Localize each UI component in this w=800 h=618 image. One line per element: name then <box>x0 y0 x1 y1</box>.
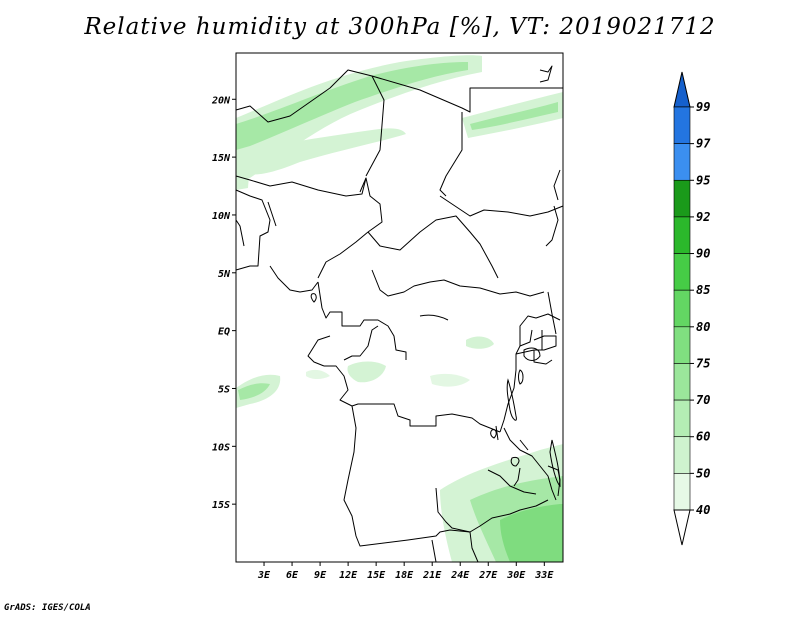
colorbar-bottom-triangle <box>673 509 691 546</box>
colorbar-swatch <box>673 143 691 181</box>
lake-kivu <box>518 369 524 385</box>
lon-tick-label: 30E <box>506 570 526 581</box>
colorbar-label: 50 <box>696 466 710 480</box>
lon-tick-label: 9E <box>314 570 327 581</box>
humidity-region-congo-3 <box>430 373 470 387</box>
colorbar-swatch <box>673 253 691 291</box>
colorbar-label: 95 <box>696 173 710 187</box>
humidity-region-north-core <box>236 62 468 150</box>
lat-tick-label: 10S <box>212 442 230 453</box>
lat-tick-label: 5S <box>218 384 230 395</box>
colorbar-label: 75 <box>696 356 710 370</box>
colorbar-label: 85 <box>696 283 710 297</box>
lat-tick-label: 15N <box>212 153 231 164</box>
colorbar-swatch <box>673 106 691 144</box>
lon-tick-label: 33E <box>534 570 554 581</box>
lat-tick-label: EQ <box>218 327 230 338</box>
colorbar-swatch <box>673 363 691 401</box>
colorbar-swatch <box>673 216 691 254</box>
humidity-region-west-coast-core <box>238 383 270 400</box>
lat-tick-label: 10N <box>212 211 231 222</box>
humidity-region-congo-4 <box>306 369 330 379</box>
lon-tick-label: 15E <box>367 570 386 581</box>
colorbar-label: 92 <box>696 210 710 224</box>
lake-victoria <box>523 347 541 361</box>
country-borders <box>235 65 564 563</box>
humidity-region-north-band <box>236 55 482 182</box>
colorbar-swatch <box>673 473 691 511</box>
colorbar-label: 99 <box>696 100 710 114</box>
lake-kariba <box>510 457 520 467</box>
lakes <box>310 293 561 488</box>
colorbar-label: 40 <box>696 503 710 517</box>
lat-tick-label: 20N <box>211 95 231 106</box>
lat-tick-label: 15S <box>212 500 230 511</box>
latitude-axis: 20N 15N 10N 5N EQ 5S 10S 15S <box>211 95 236 511</box>
colorbar-top-triangle <box>673 71 691 108</box>
lake-mweru <box>490 429 497 439</box>
lake-malawi <box>549 439 561 488</box>
humidity-region-ne-core <box>470 102 558 130</box>
colorbar-swatch <box>673 179 691 218</box>
colorbar-label: 60 <box>696 430 710 444</box>
colorbar-label: 90 <box>696 247 710 261</box>
colorbar-label: 70 <box>696 393 710 407</box>
colorbar-swatch <box>673 326 691 364</box>
colorbar-label: 97 <box>696 137 711 151</box>
humidity-region-congo-2 <box>466 336 494 349</box>
lon-tick-label: 27E <box>478 570 498 581</box>
lon-tick-label: 21E <box>422 570 442 581</box>
colorbar-swatch <box>673 289 691 328</box>
colorbar: 99 97 95 92 90 85 80 75 70 60 50 40 <box>673 71 711 546</box>
longitude-axis: 3E 6E 9E 12E 15E 18E 21E 24E 27E 30E 33E <box>257 562 554 581</box>
humidity-field <box>236 55 563 562</box>
lat-tick-label: 5N <box>218 269 231 280</box>
map-frame <box>235 52 564 563</box>
lake-volta <box>310 293 317 303</box>
lake-tanganyika <box>506 378 517 421</box>
humidity-region-southeast-core <box>500 504 563 562</box>
colorbar-swatch <box>673 436 691 474</box>
lon-tick-label: 24E <box>450 570 470 581</box>
map-title: Relative humidity at 300hPa [%], VT: 201… <box>84 14 716 40</box>
grads-credit: GrADS: IGES/COLA <box>4 603 91 613</box>
lon-tick-label: 3E <box>257 570 271 581</box>
lon-tick-label: 18E <box>395 570 414 581</box>
lon-tick-label: 6E <box>286 570 299 581</box>
lake-tumba <box>419 314 449 321</box>
humidity-region-central-band <box>250 128 406 175</box>
colorbar-label: 80 <box>696 320 710 334</box>
humidity-region-congo-1 <box>347 361 386 383</box>
humidity-region-nw-edge <box>236 160 250 190</box>
lon-tick-label: 12E <box>339 570 358 581</box>
colorbar-swatch <box>673 399 691 438</box>
